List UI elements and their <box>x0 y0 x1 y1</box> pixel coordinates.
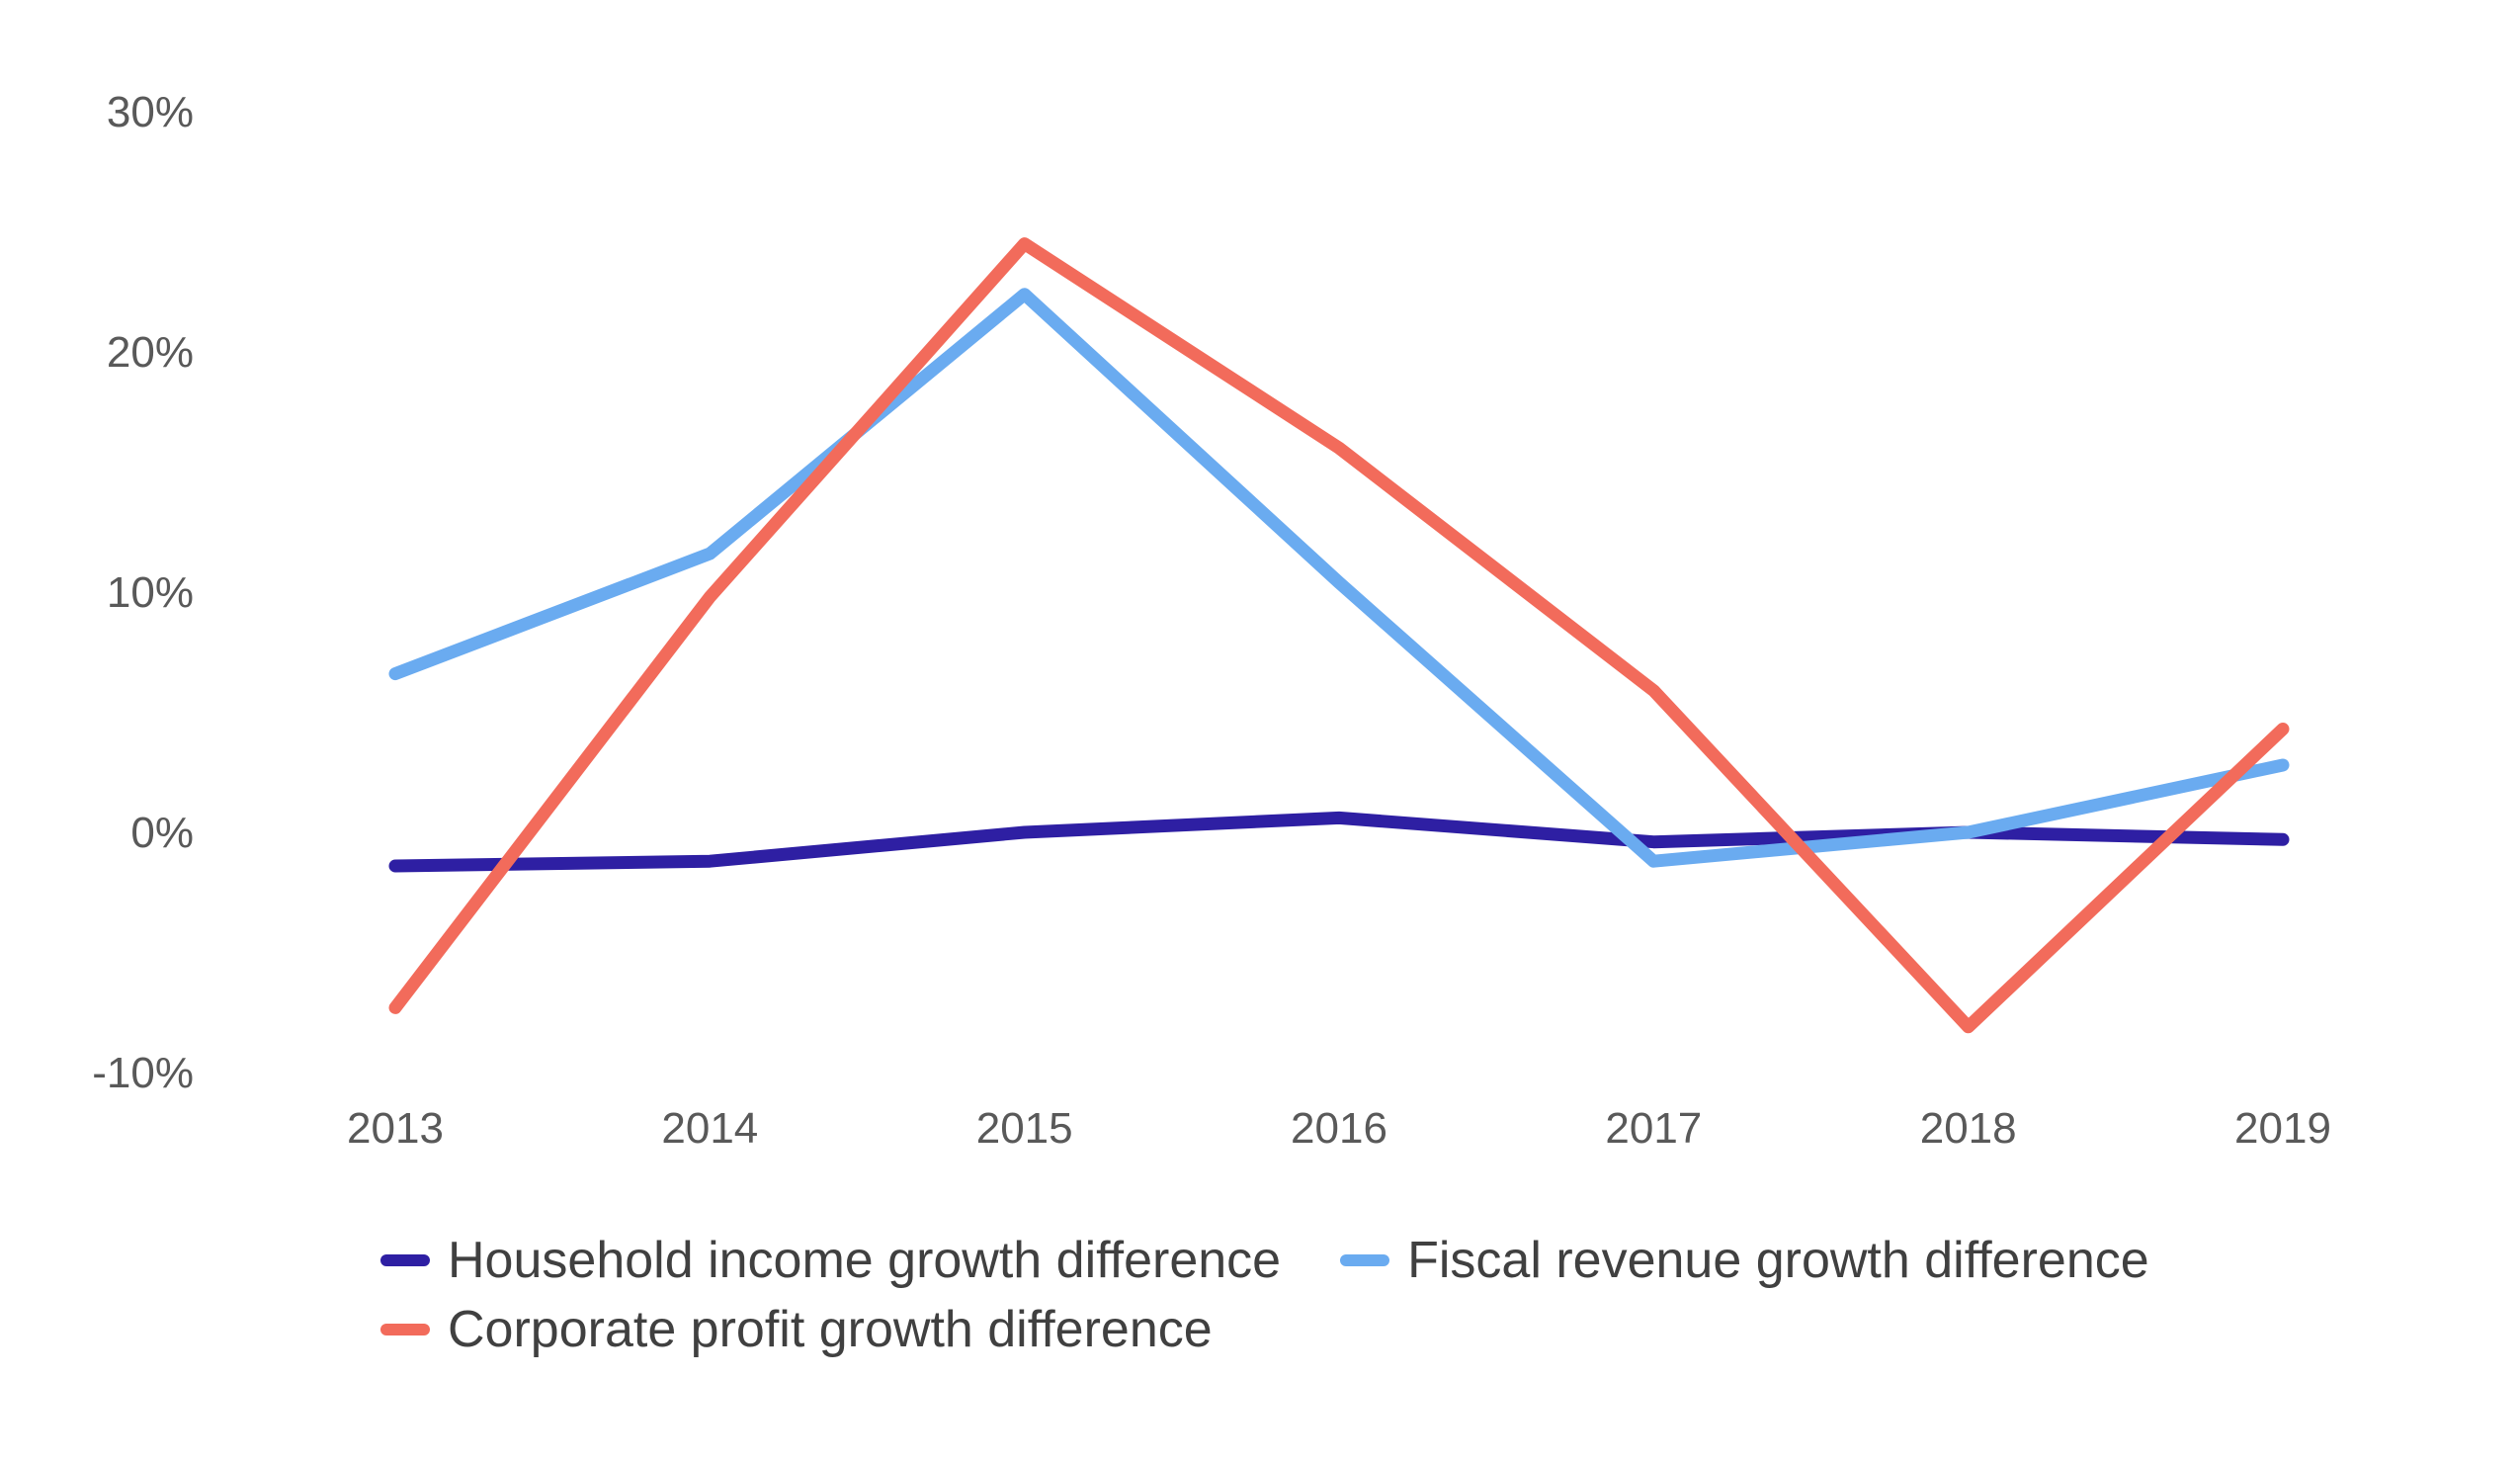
series-line-2 <box>388 237 2290 1034</box>
y-tick-label: 30% <box>107 88 194 136</box>
legend-item-household: Household income growth difference <box>380 1231 1281 1290</box>
x-tick-label: 2019 <box>2234 1104 2331 1153</box>
y-tick-label: 0% <box>130 809 194 857</box>
series-line-1 <box>388 288 2290 868</box>
y-axis-tick-labels: 30% 20% 10% 0% -10% <box>92 88 194 1097</box>
x-tick-label: 2014 <box>661 1104 758 1153</box>
x-tick-label: 2018 <box>1920 1104 2017 1153</box>
legend-label-fiscal: Fiscal revenue growth difference <box>1407 1232 2149 1289</box>
legend-row: Household income growth difference Fisca… <box>380 1226 2357 1295</box>
legend-swatch-household <box>380 1254 430 1266</box>
x-tick-label: 2015 <box>976 1104 1073 1153</box>
legend-label-household: Household income growth difference <box>448 1232 1282 1289</box>
legend-swatch-fiscal <box>1340 1254 1390 1266</box>
y-tick-label: 20% <box>107 328 194 377</box>
series-lines <box>388 237 2290 1034</box>
x-tick-label: 2016 <box>1291 1104 1387 1153</box>
legend-row: Corporate profit growth difference <box>380 1295 2357 1364</box>
x-tick-label: 2013 <box>347 1104 444 1153</box>
x-axis-tick-labels: 2013 2014 2015 2016 2017 2018 2019 <box>347 1104 2331 1153</box>
legend-item-corporate: Corporate profit growth difference <box>380 1300 1213 1359</box>
x-tick-label: 2017 <box>1605 1104 1702 1153</box>
legend-swatch-corporate <box>380 1324 430 1335</box>
legend-label-corporate: Corporate profit growth difference <box>448 1301 1213 1358</box>
y-tick-label: -10% <box>92 1049 194 1097</box>
legend-item-fiscal: Fiscal revenue growth difference <box>1340 1231 2149 1290</box>
y-tick-label: 10% <box>107 568 194 617</box>
chart-legend: Household income growth difference Fisca… <box>380 1226 2357 1364</box>
